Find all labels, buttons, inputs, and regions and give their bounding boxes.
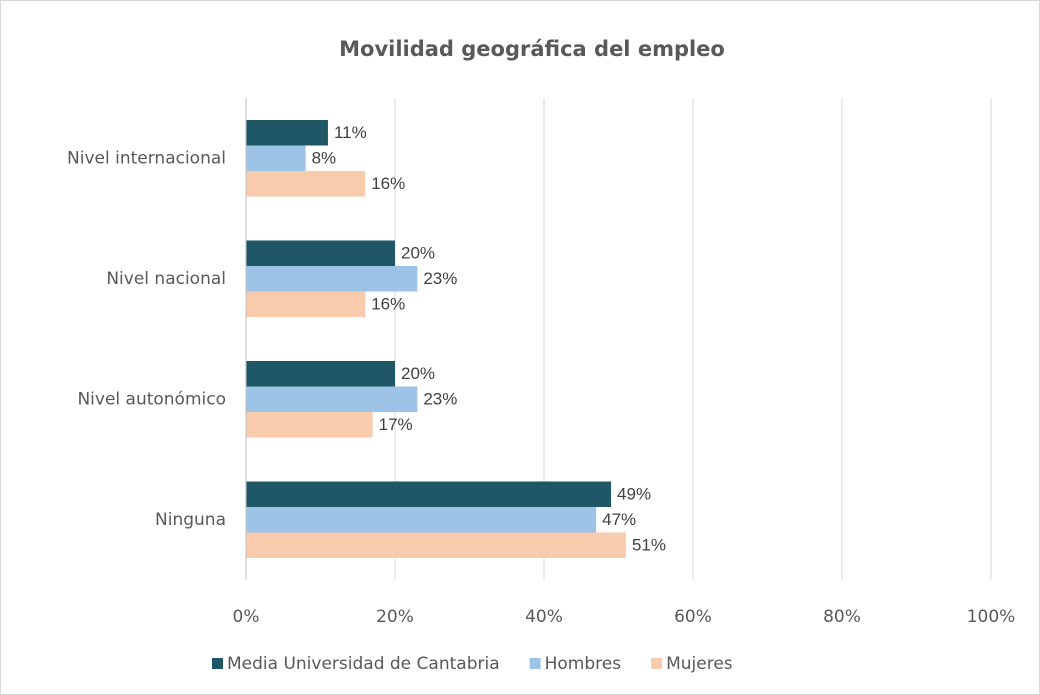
- x-tick-label: 20%: [376, 607, 414, 627]
- x-tick-label: 40%: [525, 607, 563, 627]
- bar: [246, 412, 373, 438]
- x-tick-label: 60%: [674, 607, 712, 627]
- bar: [246, 145, 306, 171]
- bar: [246, 291, 366, 317]
- value-label: 11%: [334, 123, 367, 142]
- bar: [246, 120, 328, 146]
- y-tick-label: Nivel internacional: [67, 148, 226, 168]
- value-label: 16%: [371, 295, 405, 314]
- legend-swatch: [212, 658, 223, 669]
- value-label: 23%: [423, 390, 457, 409]
- bar: [246, 507, 597, 533]
- legend-label: Mujeres: [666, 654, 733, 674]
- x-tick-label: 80%: [823, 607, 861, 627]
- value-label: 51%: [632, 536, 666, 555]
- x-tick-label: 0%: [233, 607, 260, 627]
- legend-swatch: [529, 658, 541, 669]
- chart-title: Movilidad geográfica del empleo: [339, 37, 725, 61]
- bar: [246, 240, 395, 266]
- legend-swatch: [651, 658, 663, 669]
- bar: [246, 481, 612, 507]
- value-label: 23%: [423, 269, 457, 288]
- x-tick-label: 100%: [967, 607, 1016, 627]
- legend-label: Media Universidad de Cantabria: [227, 654, 500, 674]
- bar: [246, 386, 418, 412]
- value-label: 17%: [379, 415, 413, 434]
- value-label: 16%: [371, 174, 405, 193]
- y-tick-label: Nivel autonómico: [77, 389, 226, 409]
- bar: [246, 361, 395, 387]
- value-label: 20%: [401, 364, 435, 383]
- y-tick-label: Ninguna: [155, 510, 226, 530]
- value-label: 49%: [617, 485, 651, 504]
- value-label: 20%: [401, 244, 435, 263]
- bar: [246, 532, 626, 558]
- bar: [246, 266, 418, 292]
- value-label: 8%: [312, 149, 337, 168]
- y-tick-label: Nivel nacional: [106, 269, 226, 289]
- value-label: 47%: [602, 510, 636, 529]
- legend-label: Hombres: [545, 654, 622, 674]
- bar: [246, 171, 366, 197]
